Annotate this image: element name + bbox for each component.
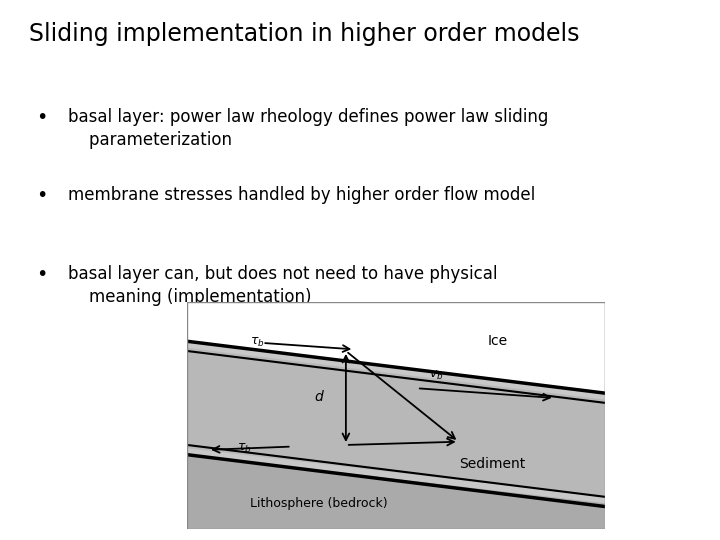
Polygon shape [187, 455, 605, 529]
Text: membrane stresses handled by higher order flow model: membrane stresses handled by higher orde… [68, 186, 536, 204]
Text: •: • [36, 186, 48, 205]
Text: Ice: Ice [488, 334, 508, 348]
Text: $\tau_b$: $\tau_b$ [238, 442, 252, 455]
Text: •: • [36, 108, 48, 127]
Text: Lithosphere (bedrock): Lithosphere (bedrock) [250, 497, 387, 510]
Text: $v_b$: $v_b$ [429, 369, 444, 382]
Polygon shape [187, 348, 605, 497]
Text: basal layer can, but does not need to have physical
    meaning (implementation): basal layer can, but does not need to ha… [68, 265, 498, 306]
Text: Sliding implementation in higher order models: Sliding implementation in higher order m… [29, 22, 580, 45]
Text: basal layer: power law rheology defines power law sliding
    parameterization: basal layer: power law rheology defines … [68, 108, 549, 149]
Polygon shape [187, 302, 605, 393]
Text: •: • [36, 265, 48, 284]
Text: $d$: $d$ [314, 389, 325, 404]
Text: $\tau_b$: $\tau_b$ [250, 336, 264, 349]
Text: Sediment: Sediment [459, 457, 525, 471]
